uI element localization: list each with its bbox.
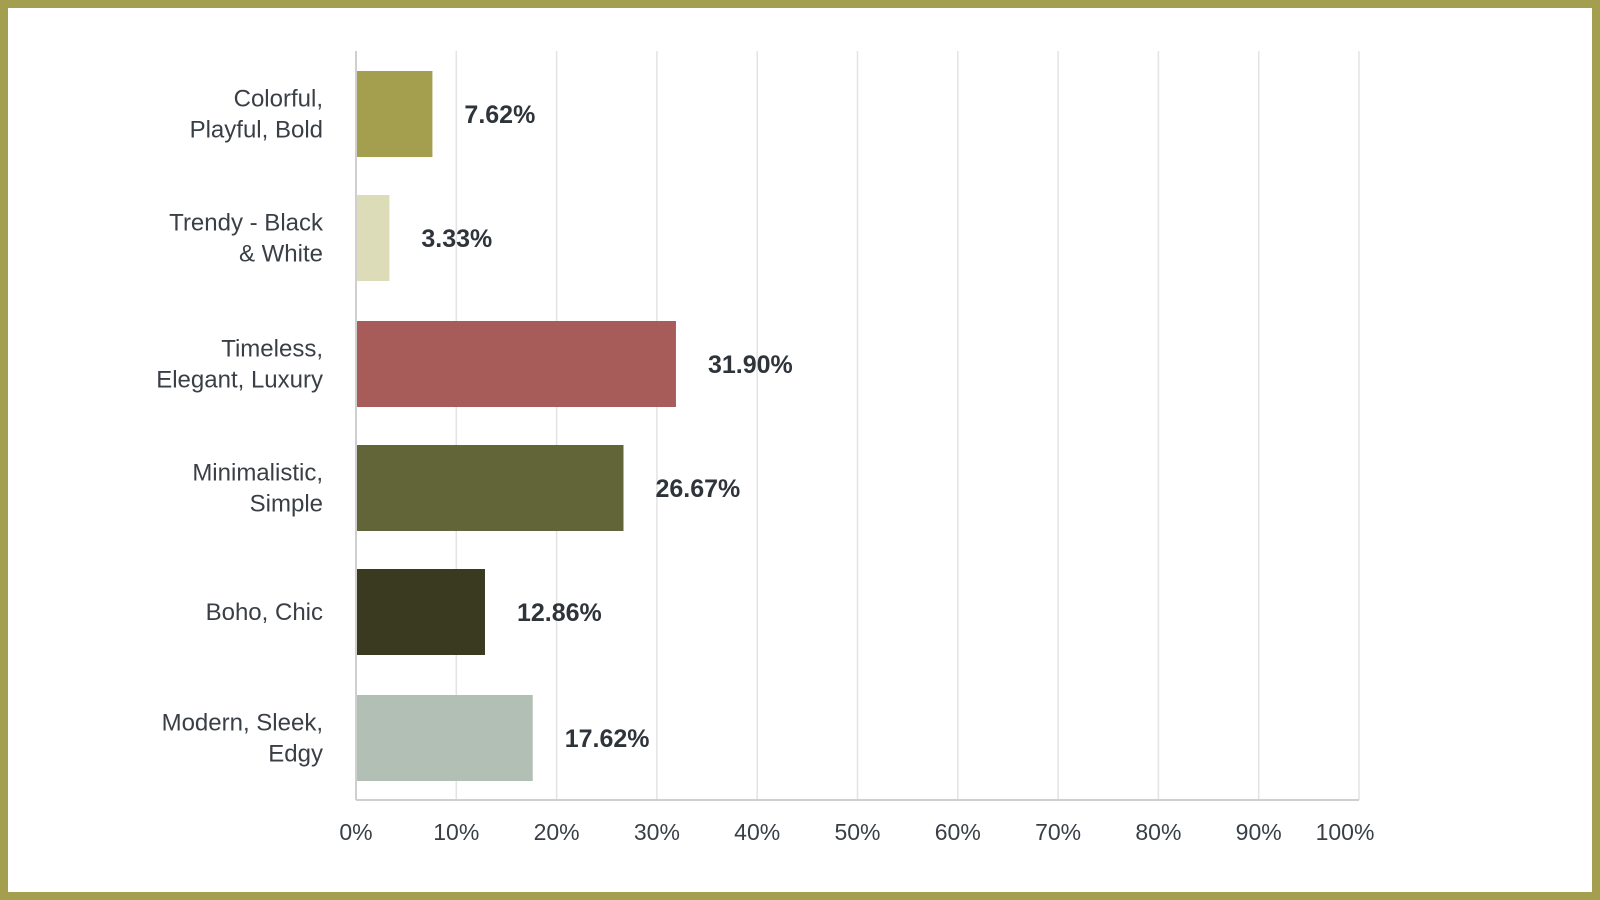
category-label-line: Simple (250, 491, 323, 518)
value-label-3: 26.67% (656, 475, 741, 503)
bar-4 (356, 569, 485, 655)
category-label-1: Trendy - Black & White (169, 210, 324, 268)
value-label-5: 17.62% (565, 725, 650, 753)
category-label-3: Minimalistic, Simple (192, 460, 323, 518)
value-label-1: 3.33% (421, 225, 492, 253)
category-label-line: Elegant, Luxury (156, 367, 323, 394)
bar-3 (356, 445, 624, 531)
x-tick-label-70: 70% (1035, 819, 1081, 845)
category-label-line: & White (239, 241, 323, 268)
x-tick-label-60: 60% (935, 819, 981, 845)
category-label-line: Colorful, (234, 86, 323, 113)
x-tick-label-50: 50% (834, 819, 880, 845)
axes (355, 51, 1359, 801)
x-tick-label-0: 0% (339, 819, 372, 845)
category-labels: Colorful, Playful, Bold Trendy - Black & Wh… (156, 86, 324, 768)
category-label-line: Minimalistic, (192, 460, 323, 487)
value-label-0: 7.62% (464, 101, 535, 129)
category-label-line: Modern, Sleek, (162, 710, 323, 737)
value-label-2: 31.90% (708, 351, 793, 379)
x-tick-label-30: 30% (634, 819, 680, 845)
category-label-line: Playful, Bold (190, 117, 323, 144)
category-label-0: Colorful, Playful, Bold (190, 86, 323, 144)
gridlines (455, 51, 1360, 800)
category-label-line: Timeless, (221, 336, 323, 363)
x-tick-label-20: 20% (534, 819, 580, 845)
category-label-2: Timeless, Elegant, Luxury (156, 336, 323, 394)
category-label-4: Boho, Chic (206, 599, 323, 626)
category-label-line: Trendy - Black (169, 210, 324, 237)
x-tick-label-10: 10% (433, 819, 479, 845)
x-tick-label-80: 80% (1135, 819, 1181, 845)
x-tick-label-100: 100% (1316, 819, 1375, 845)
x-tick-label-90: 90% (1236, 819, 1282, 845)
bar-2 (356, 321, 676, 407)
bars (356, 71, 676, 781)
category-label-5: Modern, Sleek, Edgy (162, 710, 323, 768)
value-label-4: 12.86% (517, 599, 602, 627)
bar-5 (356, 695, 533, 781)
bar-chart: Colorful, Playful, Bold Trendy - Black & Wh… (156, 51, 1374, 845)
bar-1 (356, 195, 390, 281)
category-label-line: Edgy (268, 741, 323, 768)
bar-0 (356, 71, 433, 157)
category-label-line: Boho, Chic (206, 599, 323, 626)
x-tick-labels: 0% 10% 20% 30% 40% 50% 60% 70% 80% 90% 100% (339, 819, 1374, 845)
x-tick-label-40: 40% (734, 819, 780, 845)
value-labels: 7.62% 3.33% 31.90% 26.67% 12.86% 17.62% (421, 101, 792, 753)
